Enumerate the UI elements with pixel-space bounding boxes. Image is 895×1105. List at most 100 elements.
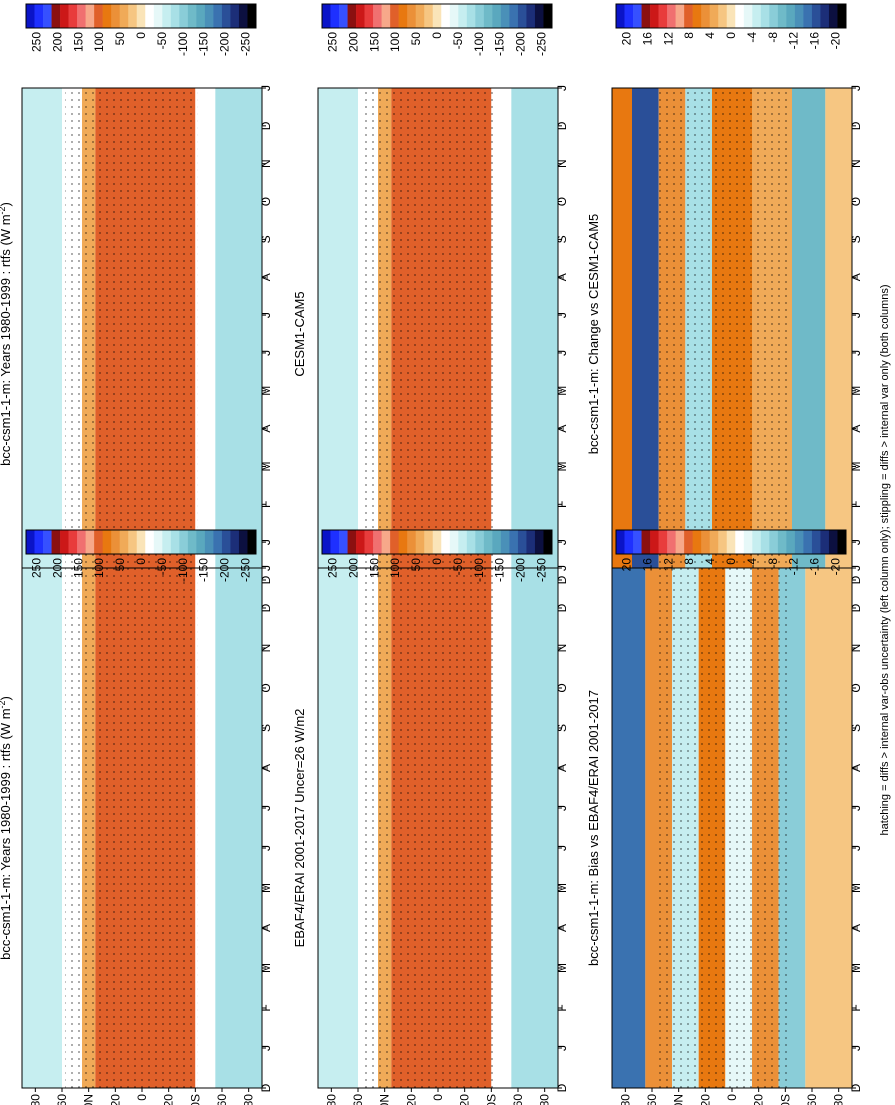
colorbar-swatch bbox=[330, 4, 340, 28]
month-tick-label: M bbox=[849, 386, 863, 396]
month-tick-label: J bbox=[849, 845, 863, 851]
colorbar-swatch bbox=[449, 4, 459, 28]
colorbar-swatch bbox=[475, 4, 485, 28]
colorbar-label: -250 bbox=[239, 558, 253, 582]
colorbar-swatch bbox=[769, 4, 779, 28]
lat-tick-label: 60 bbox=[215, 1094, 229, 1105]
colorbar-swatch bbox=[624, 530, 634, 554]
colorbar-label: 20 bbox=[619, 32, 633, 46]
colorbar-label: 50 bbox=[409, 32, 423, 46]
lat-tick-label: 0 bbox=[725, 1094, 739, 1101]
colorbar-swatch bbox=[837, 4, 847, 28]
month-tick-label: F bbox=[259, 1004, 273, 1011]
colorbar-label: -16 bbox=[808, 32, 822, 50]
month-tick-label: N bbox=[555, 644, 569, 653]
month-tick-label: A bbox=[555, 924, 569, 932]
lat-tick-label: 0 bbox=[431, 1094, 445, 1101]
month-tick-label: A bbox=[849, 273, 863, 281]
panel-title: EBAF4/ERAI 2001-2017 Uncer=26 W/m2 bbox=[292, 709, 307, 948]
colorbar-frame bbox=[321, 3, 553, 29]
colorbar-swatch bbox=[26, 4, 35, 28]
month-tick-label: J bbox=[259, 805, 273, 811]
colorbar-label: -250 bbox=[239, 32, 253, 56]
month-tick-label: J bbox=[259, 845, 273, 851]
colorbar-label: -100 bbox=[472, 32, 486, 56]
colorbar-swatch bbox=[347, 4, 357, 28]
colorbar-swatch bbox=[187, 4, 197, 28]
month-tick-label: O bbox=[259, 683, 273, 692]
colorbar-swatch bbox=[407, 530, 417, 554]
stippling bbox=[655, 88, 788, 580]
panel-bias: 806040N2002040S6080DJFMAMJJASONDJbcc-csm… bbox=[586, 529, 863, 1105]
colorbar-swatch bbox=[534, 4, 544, 28]
colorbar-swatch bbox=[85, 4, 95, 28]
colorbar-swatch bbox=[60, 530, 69, 554]
colorbar-frame bbox=[25, 529, 257, 555]
lat-tick-label: 40N bbox=[672, 1094, 686, 1105]
month-tick-label: D bbox=[259, 1083, 273, 1092]
colorbar-label: -100 bbox=[472, 558, 486, 582]
colorbar-label: 100 bbox=[92, 32, 106, 52]
month-tick-label: O bbox=[849, 197, 863, 206]
colorbar-swatch bbox=[187, 530, 197, 554]
colorbar-swatch bbox=[684, 530, 693, 554]
month-tick-label: F bbox=[555, 1004, 569, 1011]
colorbar-label: 20 bbox=[619, 558, 633, 572]
heat-zone bbox=[22, 88, 62, 580]
heat-zone bbox=[612, 88, 632, 580]
colorbar-swatch bbox=[658, 530, 668, 554]
heat-zone bbox=[215, 88, 262, 580]
month-tick-label: D bbox=[849, 603, 863, 612]
colorbar-swatch bbox=[170, 4, 180, 28]
colorbar-swatch bbox=[111, 530, 121, 554]
colorbar-swatch bbox=[330, 530, 340, 554]
month-tick-label: S bbox=[259, 724, 273, 732]
lat-tick-label: 60 bbox=[55, 1094, 69, 1105]
month-tick-label: A bbox=[555, 425, 569, 433]
colorbar-swatch bbox=[128, 4, 138, 28]
colorbar-swatch bbox=[77, 530, 86, 554]
colorbar-label: -150 bbox=[197, 32, 211, 56]
month-tick-label: D bbox=[555, 603, 569, 612]
month-tick-label: M bbox=[259, 461, 273, 471]
colorbar-swatch bbox=[247, 4, 257, 28]
stippling bbox=[65, 568, 198, 1088]
month-tick-label: J bbox=[259, 312, 273, 318]
colorbar-swatch bbox=[500, 4, 510, 28]
month-tick-label: J bbox=[259, 85, 273, 91]
colorbar-swatch bbox=[339, 4, 348, 28]
colorbar-swatch bbox=[407, 4, 417, 28]
colorbar-swatch bbox=[213, 4, 223, 28]
colorbar-swatch bbox=[743, 4, 753, 28]
colorbar-label: -200 bbox=[218, 32, 232, 56]
month-tick-label: D bbox=[555, 575, 569, 584]
colorbar-label: 0 bbox=[430, 32, 444, 39]
colorbar-swatch bbox=[675, 530, 685, 554]
month-tick-label: M bbox=[849, 883, 863, 893]
colorbar-label: 50 bbox=[113, 558, 127, 572]
colorbar-swatch bbox=[667, 530, 676, 554]
colorbar-label: 0 bbox=[134, 558, 148, 565]
month-tick-label: A bbox=[555, 764, 569, 772]
colorbar-swatch bbox=[373, 4, 382, 28]
colorbar-label: 250 bbox=[29, 32, 43, 52]
colorbar-swatch bbox=[526, 530, 536, 554]
colorbar-swatch bbox=[752, 530, 762, 554]
panel-model-right: 806040N2002040S6080DJFMAMJJASONDJbcc-csm… bbox=[0, 3, 273, 608]
month-tick-label: J bbox=[555, 565, 569, 571]
month-tick-label: M bbox=[555, 963, 569, 973]
colorbar-swatch bbox=[786, 530, 796, 554]
colorbar-label: 0 bbox=[724, 32, 738, 39]
colorbar-swatch bbox=[68, 530, 78, 554]
colorbar-swatch bbox=[230, 4, 240, 28]
colorbar: 20 16 12 8 4 0 -4 -8 -12 -16 -20 bbox=[615, 529, 847, 575]
colorbar-swatch bbox=[432, 530, 442, 554]
month-tick-label: J bbox=[555, 85, 569, 91]
colorbar-swatch bbox=[221, 530, 231, 554]
colorbar-label: 200 bbox=[50, 32, 64, 52]
panel-title: bcc-csm1-1-m: Change vs CESM1-CAM5 bbox=[586, 214, 601, 455]
month-tick-label: J bbox=[259, 350, 273, 356]
lat-tick-label: 0 bbox=[135, 1094, 149, 1101]
month-tick-label: J bbox=[259, 565, 273, 571]
colorbar: 250 200 150 100 50 0 -50 -100 -150 -200 -250 bbox=[25, 529, 257, 582]
